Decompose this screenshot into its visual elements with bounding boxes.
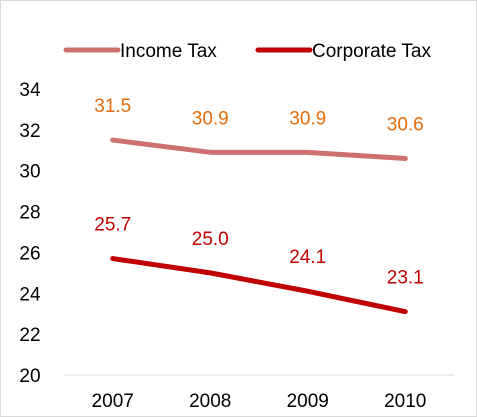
y-tick-label: 28: [19, 203, 40, 224]
y-tick-label: 20: [19, 366, 40, 387]
data-label: 23.1: [387, 268, 424, 289]
data-label: 30.9: [192, 108, 229, 129]
legend: Income Tax Corporate Tax: [63, 41, 431, 62]
legend-label-corporate-tax: Corporate Tax: [312, 41, 431, 62]
y-tick-label: 30: [19, 162, 40, 183]
series-group: [110, 137, 408, 315]
series-line-income-tax: [110, 137, 408, 161]
data-label: 25.0: [192, 229, 229, 250]
data-label: 30.6: [387, 114, 424, 135]
y-tick-label: 26: [19, 243, 40, 264]
x-tick-label: 2007: [92, 391, 134, 412]
x-tick-label: 2009: [287, 391, 329, 412]
y-tick-label: 32: [19, 121, 40, 142]
x-tick-label: 2010: [384, 391, 426, 412]
series-line-corporate-tax: [110, 256, 408, 315]
data-label: 30.9: [289, 108, 326, 129]
x-axis: 2007 2008 2009 2010: [64, 374, 454, 412]
data-label: 24.1: [289, 247, 326, 268]
x-tick-label: 2008: [189, 391, 231, 412]
data-label: 25.7: [94, 215, 131, 236]
y-axis: 20 22 24 26 28 30 32 34: [19, 80, 41, 387]
y-tick-label: 34: [19, 80, 41, 101]
y-tick-label: 24: [19, 284, 41, 305]
legend-label-income-tax: Income Tax: [120, 41, 217, 62]
data-label: 31.5: [94, 96, 131, 117]
data-labels: 31.5 30.9 30.9 30.6 25.7 25.0 24.1 23.1: [94, 96, 423, 289]
y-tick-label: 22: [19, 325, 40, 346]
